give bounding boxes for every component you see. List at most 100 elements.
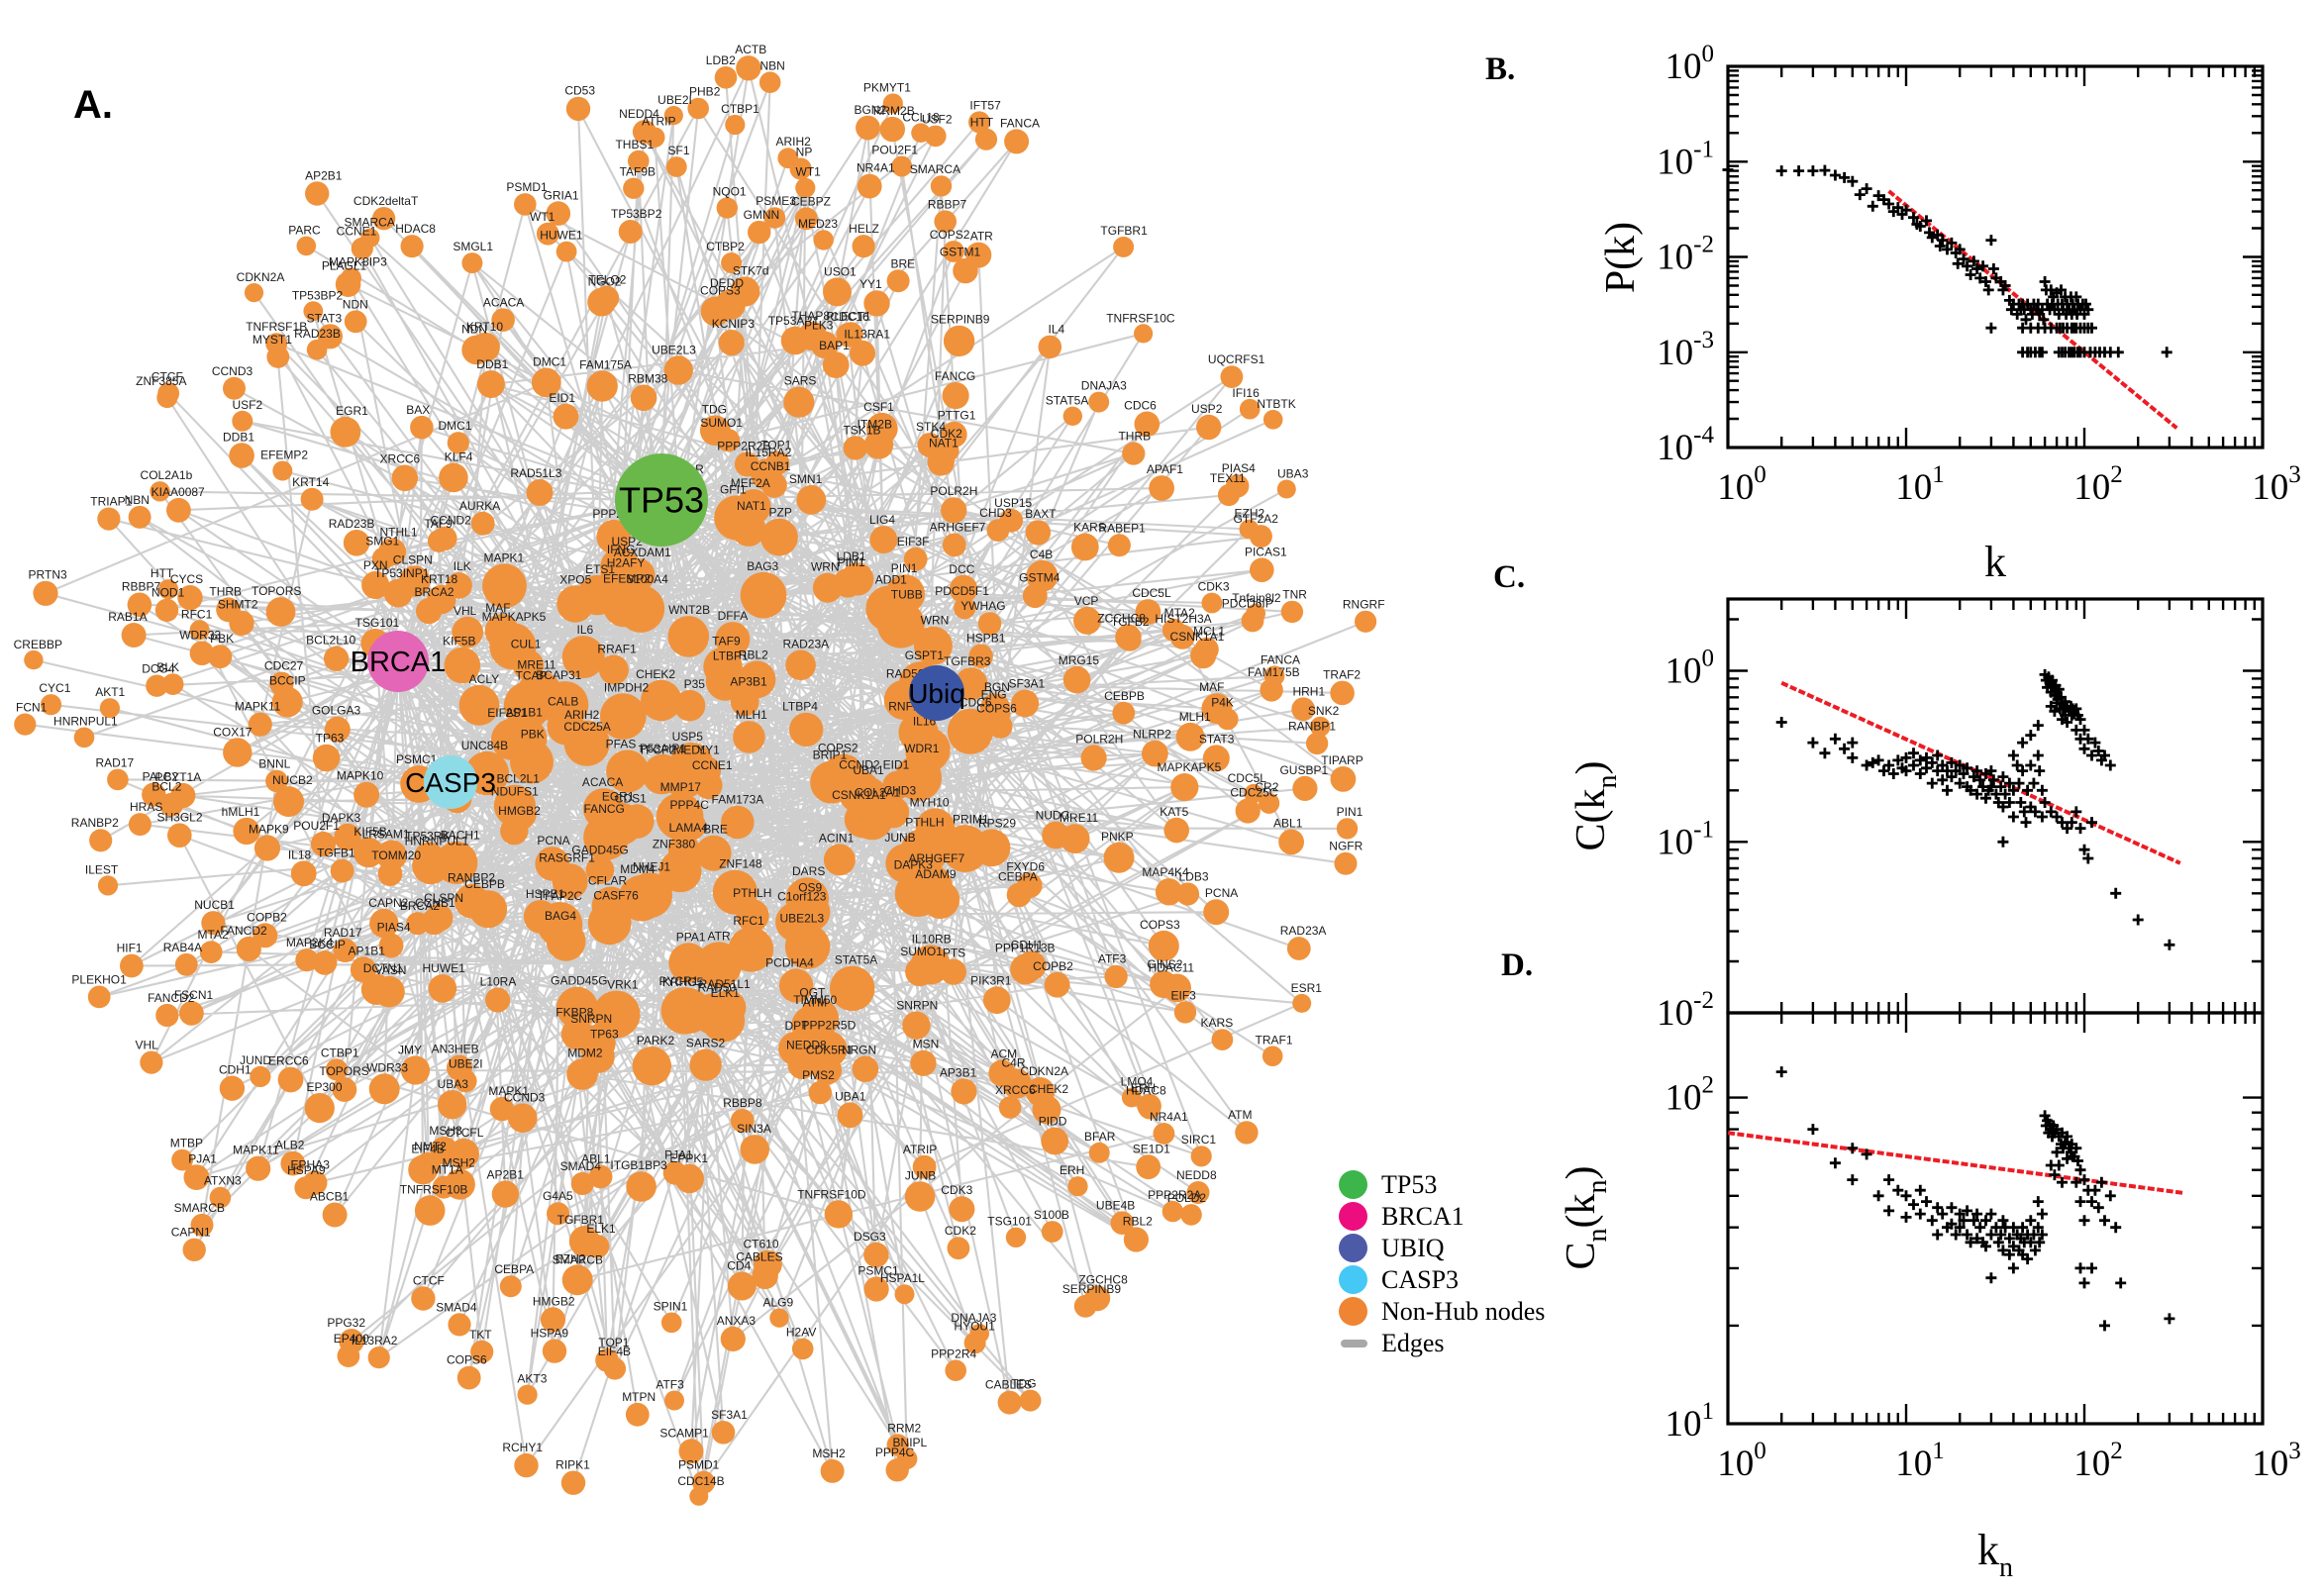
- gene-node[interactable]: [988, 1059, 1016, 1087]
- gene-node[interactable]: [312, 744, 341, 772]
- gene-node[interactable]: [997, 1390, 1022, 1415]
- gene-node[interactable]: [233, 817, 260, 846]
- gene-node[interactable]: [542, 1339, 567, 1363]
- gene-node[interactable]: [354, 781, 380, 808]
- gene-node[interactable]: [644, 127, 665, 148]
- gene-node[interactable]: [560, 1470, 586, 1495]
- gene-node[interactable]: [1006, 882, 1032, 908]
- gene-node[interactable]: [830, 965, 875, 1012]
- gene-node[interactable]: [553, 403, 579, 430]
- gene-node[interactable]: [428, 974, 457, 1003]
- gene-node[interactable]: [40, 694, 62, 716]
- gene-node[interactable]: [1355, 610, 1377, 633]
- gene-node[interactable]: [927, 449, 955, 476]
- gene-node[interactable]: [485, 987, 511, 1013]
- gene-node[interactable]: [322, 1202, 348, 1228]
- gene-node[interactable]: [250, 1065, 271, 1087]
- gene-node[interactable]: [432, 1175, 455, 1199]
- gene-node[interactable]: [265, 333, 288, 354]
- gene-node[interactable]: [223, 376, 246, 400]
- gene-node[interactable]: [1060, 824, 1090, 853]
- gene-node[interactable]: [910, 945, 951, 985]
- gene-node[interactable]: [600, 547, 641, 588]
- gene-node[interactable]: [323, 646, 350, 671]
- gene-node[interactable]: [795, 177, 816, 198]
- gene-node[interactable]: [632, 1047, 671, 1086]
- gene-node[interactable]: [1005, 1227, 1027, 1248]
- gene-node[interactable]: [330, 416, 361, 448]
- gene-node[interactable]: [253, 835, 281, 861]
- gene-node[interactable]: [879, 116, 905, 143]
- gene-node[interactable]: [1044, 971, 1070, 998]
- gene-node[interactable]: [360, 973, 392, 1006]
- gene-node[interactable]: [910, 1049, 937, 1076]
- gene-node[interactable]: [1088, 1142, 1110, 1163]
- gene-node[interactable]: [1330, 766, 1357, 792]
- gene-node[interactable]: [663, 355, 693, 385]
- gene-node[interactable]: [337, 1345, 360, 1367]
- gene-node[interactable]: [900, 828, 948, 875]
- gene-node[interactable]: [673, 689, 706, 722]
- gene-node[interactable]: [1334, 851, 1358, 875]
- gene-node[interactable]: [170, 782, 196, 809]
- gene-node[interactable]: [660, 1312, 682, 1334]
- gene-node[interactable]: [493, 784, 536, 827]
- gene-node[interactable]: [1062, 406, 1083, 426]
- gene-node[interactable]: [252, 923, 278, 948]
- gene-node[interactable]: [33, 580, 58, 606]
- gene-node[interactable]: [972, 829, 1011, 867]
- gene-node[interactable]: [1220, 365, 1244, 388]
- gene-node[interactable]: [1250, 557, 1274, 582]
- gene-node[interactable]: [714, 66, 738, 89]
- gene-node[interactable]: [570, 1171, 594, 1196]
- gene-node[interactable]: [925, 125, 947, 148]
- gene-node[interactable]: [941, 421, 967, 449]
- gene-node[interactable]: [943, 241, 964, 262]
- gene-node[interactable]: [882, 93, 903, 114]
- gene-node[interactable]: [586, 370, 618, 402]
- gene-node[interactable]: [1217, 483, 1241, 507]
- gene-node[interactable]: [869, 526, 898, 554]
- gene-node[interactable]: [142, 782, 166, 807]
- gene-node[interactable]: [1025, 520, 1052, 546]
- gene-node[interactable]: [448, 1313, 471, 1337]
- gene-node[interactable]: [505, 718, 548, 759]
- gene-node[interactable]: [1103, 842, 1135, 873]
- gene-node[interactable]: [751, 458, 783, 490]
- gene-node[interactable]: [367, 1347, 390, 1369]
- gene-node[interactable]: [794, 207, 818, 231]
- gene-node[interactable]: [190, 1213, 214, 1237]
- gene-node[interactable]: [209, 1186, 232, 1209]
- gene-node[interactable]: [812, 572, 843, 603]
- gene-node[interactable]: [155, 1003, 179, 1028]
- gene-node[interactable]: [808, 1080, 832, 1105]
- gene-node[interactable]: [1067, 1176, 1088, 1197]
- gene-node[interactable]: [1175, 722, 1205, 751]
- gene-node[interactable]: [1170, 773, 1199, 802]
- gene-node[interactable]: [456, 1365, 481, 1390]
- gene-node[interactable]: [1286, 937, 1311, 960]
- gene-node[interactable]: [376, 840, 407, 871]
- gene-node[interactable]: [310, 831, 337, 857]
- gene-node[interactable]: [121, 623, 147, 648]
- gene-node[interactable]: [1310, 716, 1331, 738]
- gene-node[interactable]: [603, 1357, 627, 1380]
- gene-node[interactable]: [850, 340, 875, 366]
- gene-node[interactable]: [813, 1055, 843, 1085]
- gene-node[interactable]: [965, 242, 992, 268]
- gene-node[interactable]: [1073, 1294, 1097, 1318]
- gene-node[interactable]: [182, 1238, 206, 1262]
- gene-node[interactable]: [664, 1390, 684, 1411]
- gene-node[interactable]: [727, 1271, 757, 1301]
- gene-node[interactable]: [942, 533, 966, 557]
- gene-node[interactable]: [714, 495, 759, 541]
- gene-node[interactable]: [606, 749, 650, 793]
- gene-node[interactable]: [89, 829, 113, 852]
- gene-node[interactable]: [343, 530, 370, 556]
- gene-node[interactable]: [941, 497, 967, 524]
- gene-node[interactable]: [642, 755, 681, 795]
- gene-node[interactable]: [154, 598, 179, 622]
- gene-node[interactable]: [1276, 479, 1296, 499]
- gene-node[interactable]: [577, 574, 618, 616]
- gene-node[interactable]: [1263, 665, 1285, 686]
